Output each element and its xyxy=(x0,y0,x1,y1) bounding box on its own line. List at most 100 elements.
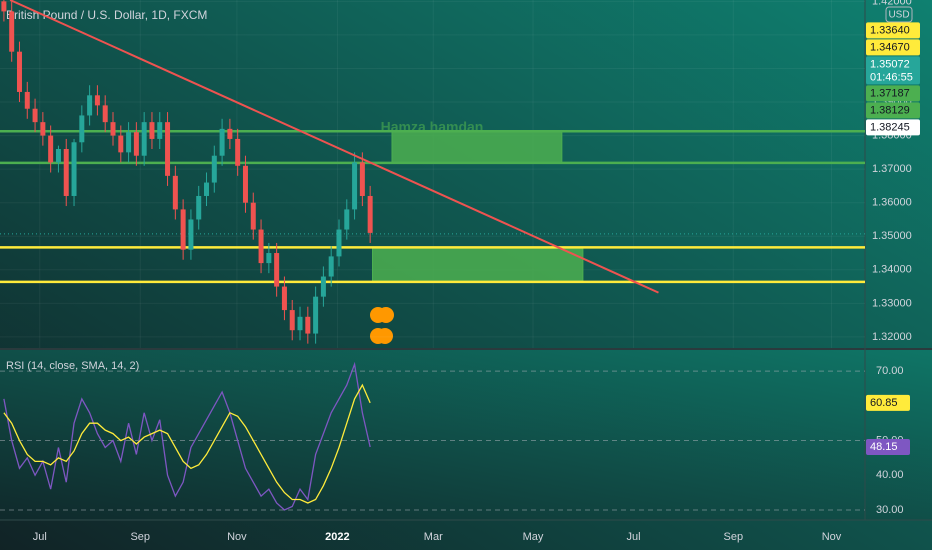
price-label-bg xyxy=(866,102,920,119)
candle-body xyxy=(297,316,303,331)
x-tick-label: Nov xyxy=(227,531,247,543)
candle-body xyxy=(141,122,147,156)
x-tick-label: Sep xyxy=(130,531,150,543)
rsi-pane xyxy=(0,361,865,511)
candle-body xyxy=(16,51,22,92)
candle-body xyxy=(258,229,264,264)
x-tick-label: Jul xyxy=(627,531,641,543)
price-pane xyxy=(0,0,865,348)
candle-body xyxy=(204,182,210,196)
countdown: 01:46:55 xyxy=(870,71,913,83)
value-label: 48.15 xyxy=(870,441,898,453)
candle-body xyxy=(133,132,139,156)
candle-body xyxy=(9,11,15,52)
event-icons[interactable] xyxy=(370,307,394,344)
candle-body xyxy=(172,175,178,210)
candle-body xyxy=(24,91,30,109)
y-tick-label: 1.37000 xyxy=(872,163,912,175)
candle-body xyxy=(328,256,334,277)
candle-body xyxy=(367,195,373,233)
currency[interactable]: USD xyxy=(888,10,909,21)
candle-body xyxy=(94,95,100,106)
y-tick-label: 30.00 xyxy=(876,504,904,516)
candle-body xyxy=(102,105,108,123)
candle-body xyxy=(180,209,186,250)
price-label: 1.35072 xyxy=(870,58,910,70)
candle-body xyxy=(1,1,7,12)
value-label-bg xyxy=(866,394,910,411)
rsi-background xyxy=(0,350,932,520)
candle-body xyxy=(118,135,124,153)
price-label: 1.37187 xyxy=(870,87,910,99)
x-tick-label: 2022 xyxy=(325,531,349,543)
x-tick-label: May xyxy=(523,531,544,543)
candle-body xyxy=(87,95,93,116)
x-tick-label: Nov xyxy=(822,531,842,543)
x-tick-label: Jul xyxy=(33,531,47,543)
y-tick-label: 1.32000 xyxy=(872,331,912,343)
candle-body xyxy=(227,128,233,139)
candle-body xyxy=(336,229,342,257)
y-tick-label: 70.00 xyxy=(876,365,904,377)
candle-body xyxy=(219,128,225,156)
value-label: 60.85 xyxy=(870,397,898,409)
candle-body xyxy=(266,253,272,264)
x-tick-label: Sep xyxy=(724,531,744,543)
y-tick-label: 1.36000 xyxy=(872,197,912,209)
candle-body xyxy=(196,195,202,220)
candle-body xyxy=(188,219,194,250)
price-label-bg xyxy=(866,119,920,136)
candle-body xyxy=(157,122,163,139)
candle-body xyxy=(149,122,155,139)
candle-body xyxy=(32,108,38,123)
candle-body xyxy=(71,142,77,196)
value-label-bg xyxy=(866,438,910,455)
price-label-bg xyxy=(866,39,920,56)
candle-body xyxy=(110,122,116,136)
price-label-bg xyxy=(866,22,920,39)
candle-body xyxy=(48,135,54,163)
zone xyxy=(371,246,584,283)
chart-title: British Pound / U.S. Dollar, 1D, FXCM xyxy=(6,8,207,22)
price-label-bg xyxy=(866,85,920,102)
candle-body xyxy=(40,122,46,136)
candle-body xyxy=(320,276,326,297)
event-icon[interactable] xyxy=(377,328,393,344)
event-icon[interactable] xyxy=(378,307,394,323)
trendline xyxy=(9,0,659,294)
candle-body xyxy=(344,209,350,230)
price-label: 1.38129 xyxy=(870,104,910,116)
price-label-bg xyxy=(866,56,920,85)
candle-body xyxy=(211,155,217,183)
currency-box[interactable] xyxy=(885,6,913,23)
price-label: 1.34670 xyxy=(870,41,910,53)
candle-body xyxy=(313,296,319,334)
price-label: 1.33640 xyxy=(870,24,910,36)
candle-body xyxy=(352,162,358,210)
candle-body xyxy=(79,115,85,143)
candle-body xyxy=(289,310,295,331)
candle-body xyxy=(242,165,248,203)
candle-body xyxy=(55,148,61,163)
candle-body xyxy=(63,148,69,196)
rsi-title: RSI (14, close, SMA, 14, 2) xyxy=(6,360,139,372)
y-tick-label: 1.42000 xyxy=(872,0,912,7)
y-tick-label: 1.33000 xyxy=(872,297,912,309)
candle-body xyxy=(359,162,365,196)
zone xyxy=(391,130,563,164)
y-tick-label: 1.34000 xyxy=(872,264,912,276)
candle-body xyxy=(250,202,256,230)
candle-body xyxy=(126,132,132,153)
candle-body xyxy=(165,122,171,176)
candle-body xyxy=(274,253,280,287)
x-tick-label: Mar xyxy=(424,531,443,543)
candle-body xyxy=(305,316,311,334)
y-tick-label: 1.35000 xyxy=(872,230,912,242)
rsi-line xyxy=(3,383,371,504)
price-label: 1.38245 xyxy=(870,121,910,133)
candle-body xyxy=(235,138,241,166)
y-tick-label: 40.00 xyxy=(876,469,904,481)
candle-body xyxy=(281,286,287,311)
axes: 1.32000 1.33000 1.34000 1.35000 1.36000 1.370… xyxy=(33,0,920,543)
